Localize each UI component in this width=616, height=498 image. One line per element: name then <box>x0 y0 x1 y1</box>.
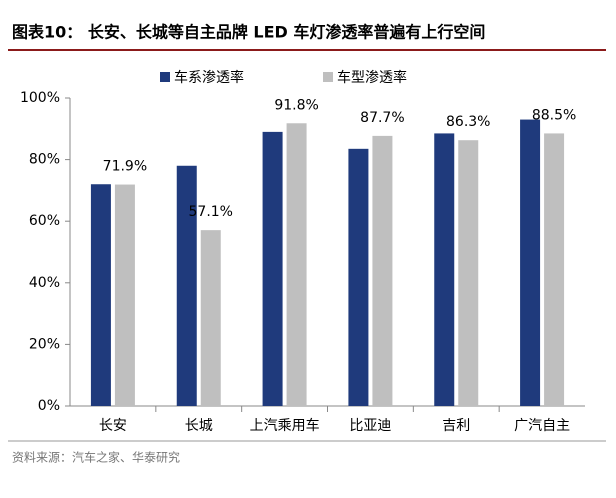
bar <box>348 148 369 406</box>
bar <box>458 140 479 407</box>
x-tick-label: 长安 <box>99 418 127 434</box>
legend-label: 车型渗透率 <box>337 69 407 86</box>
x-tick-label: 广汽自主 <box>514 418 570 434</box>
x-tick-label: 比亚迪 <box>349 418 391 434</box>
bar <box>200 230 221 406</box>
bar <box>434 133 455 407</box>
value-label: 88.5% <box>532 107 576 123</box>
value-label: 71.9% <box>103 159 147 175</box>
bar <box>520 119 541 406</box>
source: 资料来源：汽车之家、华泰研究 <box>12 450 180 465</box>
y-tick-label: 100% <box>20 90 60 106</box>
legend-swatch <box>160 72 170 82</box>
x-tick-label: 上汽乘用车 <box>250 417 320 434</box>
x-tick-label: 长城 <box>185 418 213 434</box>
y-tick-label: 20% <box>29 336 60 352</box>
bar <box>114 184 135 406</box>
x-tick-label: 吉利 <box>442 418 470 434</box>
y-tick-label: 0% <box>38 398 60 414</box>
value-label: 91.8% <box>274 97 318 113</box>
bar <box>262 131 283 406</box>
y-tick-label: 40% <box>29 275 60 291</box>
y-tick-label: 80% <box>29 152 60 168</box>
bar <box>90 184 111 406</box>
value-label: 57.1% <box>189 204 233 220</box>
bar <box>544 133 565 407</box>
chart-title: 图表10： 长安、长城等自主品牌 LED 车灯渗透率普遍有上行空间 <box>12 23 485 42</box>
bar <box>372 135 393 406</box>
bar <box>176 165 197 406</box>
bar <box>286 123 307 407</box>
y-tick-label: 60% <box>29 213 60 229</box>
value-label: 87.7% <box>360 110 404 126</box>
legend-swatch <box>323 72 333 82</box>
legend-label: 车系渗透率 <box>174 69 244 86</box>
value-label: 86.3% <box>446 114 490 130</box>
